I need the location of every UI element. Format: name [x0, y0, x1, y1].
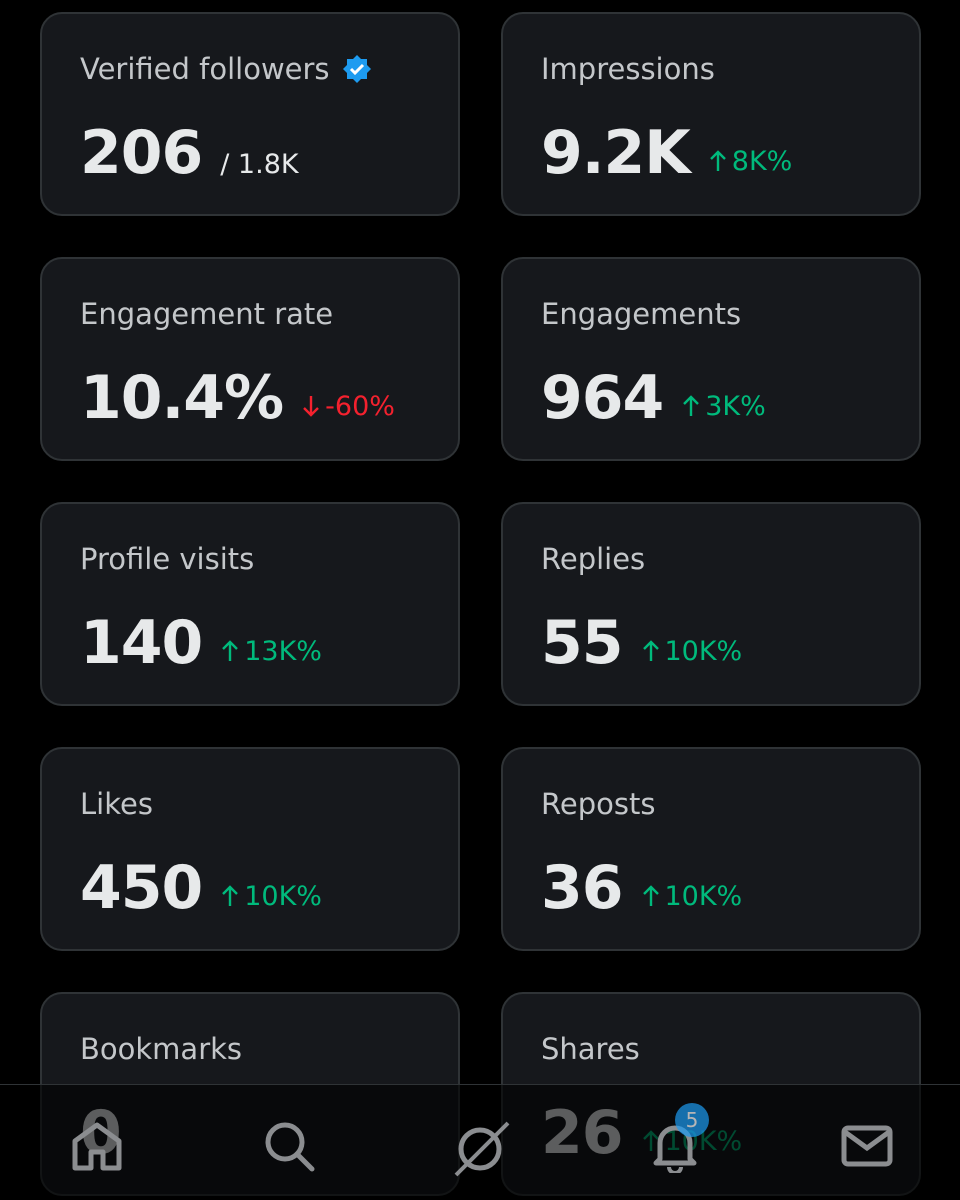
stat-label: Impressions: [541, 52, 715, 86]
stat-card: Impressions 9.2K 8K%: [501, 12, 921, 216]
stat-value: 55: [541, 608, 623, 678]
stat-label-row: Impressions: [541, 52, 715, 86]
stat-value-row: 36 10K%: [541, 853, 742, 923]
stat-card: Verified followers 206 / 1.8K: [40, 12, 460, 216]
stat-change-text: 10K%: [664, 635, 743, 667]
stat-card: Replies 55 10K%: [501, 502, 921, 706]
stat-change-text: 3K%: [705, 390, 766, 422]
trend-up-arrow: [222, 640, 239, 661]
stat-value-row: 964 3K%: [541, 363, 766, 433]
stat-value-row: 140 13K%: [80, 608, 322, 678]
stat-change: 10K%: [220, 881, 322, 912]
stat-change: 3K%: [681, 391, 766, 422]
trend-up-arrow: [222, 885, 239, 906]
stat-value: 140: [80, 608, 203, 678]
search-icon[interactable]: [262, 1119, 316, 1173]
stat-change-text: 8K%: [731, 145, 793, 177]
stat-card: Profile visits 140 13K%: [40, 502, 460, 706]
notification-badge: 5: [675, 1103, 709, 1137]
trend-up-arrow: [709, 150, 726, 171]
trend-down-arrow: [303, 396, 320, 417]
stat-label-row: Engagement rate: [80, 297, 333, 331]
bottom-nav: 5: [0, 1084, 960, 1200]
verified-badge: [342, 55, 371, 83]
stat-label-row: Reposts: [541, 787, 655, 821]
stat-change: 10K%: [641, 635, 743, 667]
stat-label-row: Likes: [80, 787, 153, 821]
stat-value-row: 9.2K 8K%: [541, 118, 792, 188]
stat-change: 13K%: [220, 636, 322, 667]
stat-change-text: 10K%: [244, 880, 322, 912]
stat-card: Engagements 964 3K%: [501, 257, 921, 461]
stat-label-row: Verified followers: [80, 52, 372, 86]
stat-label: Profile visits: [80, 542, 255, 576]
stat-value-row: 450 10K%: [80, 853, 322, 923]
stat-label-row: Profile visits: [80, 542, 254, 576]
stat-value: 450: [80, 853, 203, 923]
stat-card: Likes 450 10K%: [40, 747, 460, 951]
stat-change: 8K%: [708, 145, 793, 177]
stat-value: 206: [80, 118, 203, 188]
stat-label-row: Shares: [541, 1032, 640, 1066]
stat-label: Reposts: [541, 787, 656, 821]
trend-up-arrow: [683, 395, 700, 416]
home-icon[interactable]: [70, 1119, 124, 1173]
stat-label-row: Engagements: [541, 297, 741, 331]
grok-icon[interactable]: [452, 1119, 512, 1179]
stat-change-text: -60%: [325, 390, 395, 422]
stat-change: -60%: [301, 391, 395, 422]
messages-icon[interactable]: [840, 1119, 894, 1173]
stat-label-row: Bookmarks: [80, 1032, 242, 1066]
stat-value-row: 206 / 1.8K: [80, 118, 299, 188]
stat-change-text: 13K%: [244, 635, 322, 667]
stat-total: / 1.8K: [220, 149, 299, 180]
stat-card: Reposts 36 10K%: [501, 747, 921, 951]
stat-value: 964: [541, 363, 664, 433]
stat-label: Shares: [541, 1032, 640, 1066]
stat-label: Likes: [80, 787, 153, 821]
stat-label: Bookmarks: [80, 1032, 243, 1066]
trend-up-arrow: [642, 885, 659, 906]
stat-label-row: Replies: [541, 542, 645, 576]
stat-change-text: 10K%: [664, 880, 743, 912]
stat-card: Engagement rate 10.4% -60%: [40, 257, 460, 461]
trend-up-arrow: [642, 640, 659, 661]
stat-label: Engagement rate: [80, 297, 334, 331]
stat-label: Replies: [541, 542, 646, 576]
stat-value: 36: [541, 853, 623, 923]
stat-value: 9.2K: [541, 118, 691, 188]
stat-value-row: 10.4% -60%: [80, 363, 395, 433]
stat-value: 10.4%: [80, 363, 284, 433]
stat-change: 10K%: [641, 880, 743, 912]
stat-value-row: 55 10K%: [541, 608, 742, 678]
stat-label: Verified followers: [80, 52, 330, 86]
stat-label: Engagements: [541, 297, 742, 331]
